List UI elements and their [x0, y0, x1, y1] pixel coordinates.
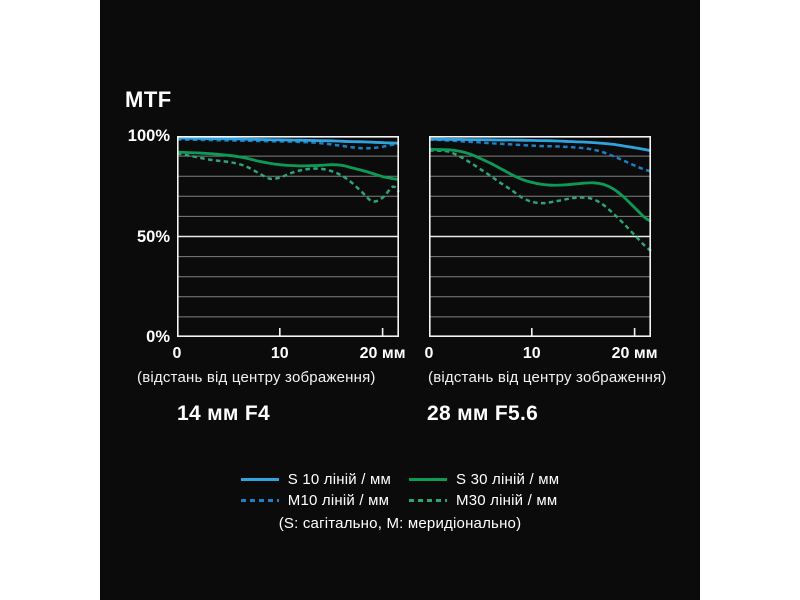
- x-tick-label-left-0: 0: [172, 345, 182, 362]
- plot-border: [177, 136, 399, 337]
- legend-label-s10: S 10 ліній / мм: [287, 470, 391, 488]
- m10-line-swatch: [240, 498, 279, 502]
- s10-curve: [429, 137, 652, 153]
- legend-label-m30: M30 ліній / мм: [456, 491, 558, 509]
- s30-line-swatch: [409, 477, 447, 481]
- x-tick-label-left-10: 10: [270, 345, 289, 362]
- x-tick-label-right-0: 0: [424, 345, 434, 362]
- legend-item-m10: M10 ліній / мм: [240, 490, 391, 510]
- m10-curve: [428, 138, 652, 173]
- x-tick-label-right-10: 10: [522, 345, 541, 362]
- s30-curve: [428, 147, 652, 223]
- plot-border: [429, 136, 651, 337]
- chart-title-28mm: 28 мм F5.6: [427, 402, 539, 425]
- legend-label-m10: M10 ліній / мм: [287, 491, 390, 509]
- chart-title-14mm: 14 мм F4: [177, 402, 271, 425]
- m30-curve: [176, 152, 400, 203]
- mtf-plot-14mm: [176, 136, 400, 337]
- legend-grid: S 10 ліній / мм S 30 ліній / мм M10 ліні…: [240, 469, 559, 510]
- legend: S 10 ліній / мм S 30 ліній / мм M10 ліні…: [100, 469, 700, 532]
- s10-curve: [176, 136, 400, 145]
- x-axis-caption-left: (відстань від центру зображення): [137, 369, 376, 386]
- s30-curve: [176, 150, 400, 181]
- page-title: MTF: [125, 87, 172, 112]
- legend-item-s30: S 30 ліній / мм: [409, 469, 559, 489]
- mtf-chart-panel: MTF 100% 50% 0% 0 10 20 мм 0 10 20 мм (в…: [100, 0, 700, 600]
- y-axis-label-0: 0%: [146, 328, 170, 346]
- y-axis-label-50: 50%: [136, 228, 170, 246]
- legend-label-s30: S 30 ліній / мм: [456, 470, 560, 488]
- m30-curve: [428, 149, 652, 252]
- m30-line-swatch: [409, 498, 447, 502]
- legend-note: (S: сагітально, M: меридіонально): [278, 515, 522, 532]
- x-tick-label-right-20: 20 мм: [611, 345, 658, 362]
- legend-item-s10: S 10 ліній / мм: [240, 469, 391, 489]
- mtf-plot-28mm: [428, 136, 652, 337]
- x-axis-caption-right: (відстань від центру зображення): [428, 369, 667, 386]
- s10-line-swatch: [240, 477, 279, 481]
- legend-item-m30: M30 ліній / мм: [409, 490, 559, 510]
- y-axis-label-100: 100%: [127, 127, 170, 145]
- x-tick-label-left-20: 20 мм: [359, 345, 406, 362]
- m10-curve: [176, 138, 400, 150]
